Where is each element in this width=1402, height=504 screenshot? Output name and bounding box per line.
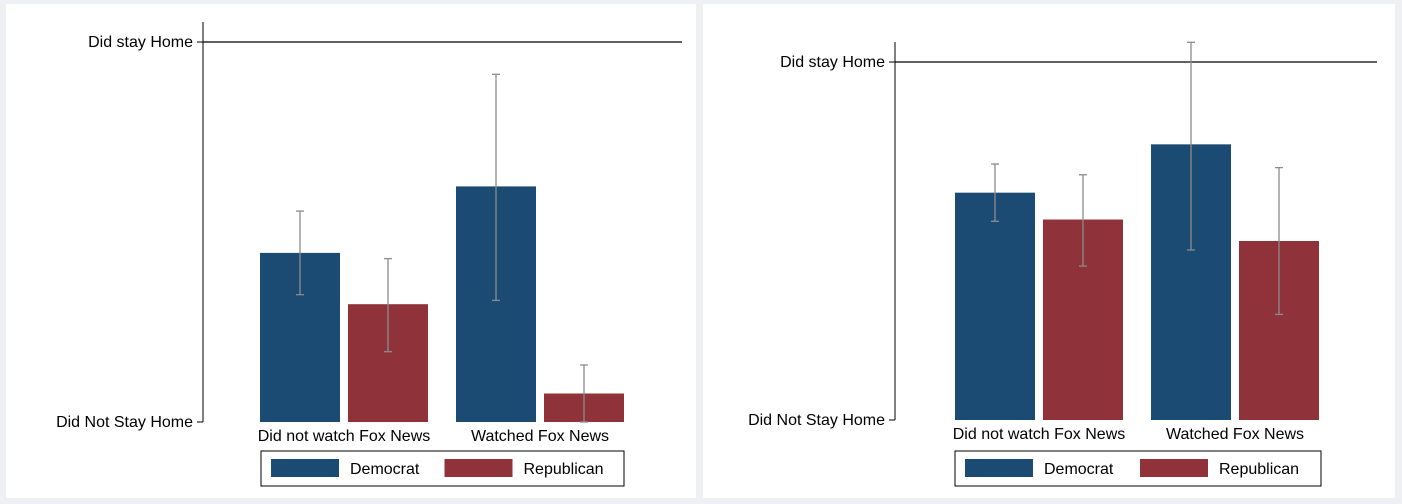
chart-left: Did Not Stay Home Did stay Home Did not wa…	[56, 22, 682, 487]
legend-swatch-democrat	[965, 459, 1033, 477]
category-label: Did not watch Fox News	[953, 426, 1126, 443]
error-bar-republican-1	[1275, 166, 1283, 316]
chart-panel-left: Did Not Stay Home Did stay Home Did not wa…	[6, 4, 696, 498]
legend-swatch-democrat	[271, 459, 339, 477]
chart-right: Did Not Stay Home Did stay Home Did not wa…	[748, 41, 1377, 487]
chart-panel-right: Did Not Stay Home Did stay Home Did not wa…	[703, 4, 1395, 498]
legend-swatch-republican	[1140, 459, 1208, 477]
category-label: Did not watch Fox News	[258, 428, 431, 445]
category-label: Watched Fox News	[1166, 426, 1304, 443]
error-bar-republican-1	[580, 364, 588, 423]
error-bar-republican-0	[384, 257, 392, 353]
error-bar-republican-0	[1079, 174, 1087, 267]
y-tick-label: Did Not Stay Home	[56, 414, 193, 431]
error-bar-democrat-0	[296, 210, 304, 296]
y-tick-label: Did stay Home	[88, 34, 193, 51]
legend-label-republican: Republican	[524, 461, 604, 478]
error-bar-democrat-1	[1187, 41, 1195, 251]
legend-label-democrat: Democrat	[350, 461, 420, 478]
bar-democrat-0	[955, 192, 1035, 420]
y-tick-label: Did stay Home	[780, 54, 885, 71]
legend-swatch-republican	[444, 459, 513, 477]
y-tick-label: Did Not Stay Home	[748, 412, 885, 429]
legend-label-democrat: Democrat	[1044, 461, 1114, 478]
legend-label-republican: Republican	[1219, 461, 1299, 478]
category-label: Watched Fox News	[471, 428, 609, 445]
error-bar-democrat-1	[492, 73, 500, 302]
error-bar-democrat-0	[991, 163, 999, 222]
